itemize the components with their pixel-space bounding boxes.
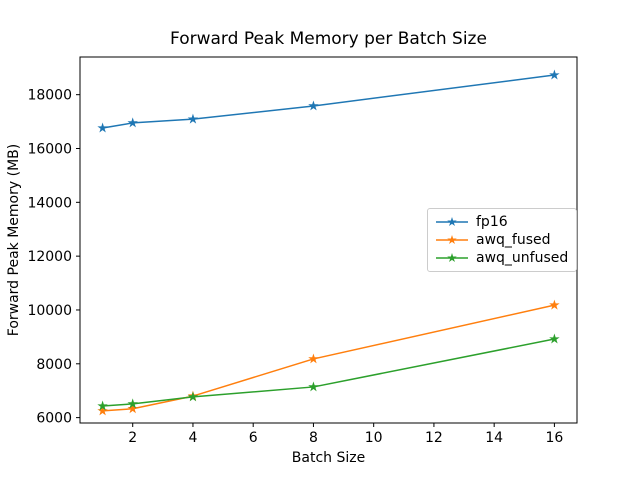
x-tick-label: 16	[545, 430, 563, 446]
legend-entry-fp16: fp16	[435, 213, 568, 231]
legend-star-icon	[447, 253, 457, 263]
legend-label: fp16	[476, 214, 508, 230]
legend-line-sample	[436, 217, 468, 227]
x-tick-label: 2	[128, 430, 137, 446]
marker-star-awq_unfused	[127, 398, 138, 409]
marker-star-awq_fused	[97, 405, 108, 416]
marker-star-awq_unfused	[97, 400, 108, 411]
legend-star-icon	[447, 217, 457, 227]
y-axis-label: Forward Peak Memory (MB)	[6, 143, 22, 337]
legend-label: awq_fused	[476, 232, 551, 248]
marker-star-awq_unfused	[308, 381, 319, 392]
x-tick-label: 10	[365, 430, 383, 446]
x-tick-label: 14	[485, 430, 503, 446]
legend-star-icon	[447, 235, 457, 245]
marker-star-awq_unfused	[549, 333, 560, 344]
x-tick-label: 4	[188, 430, 197, 446]
marker-star-fp16	[127, 117, 138, 128]
marker-star-fp16	[308, 100, 319, 111]
legend-label: awq_unfused	[476, 250, 569, 266]
y-tick-label: 8000	[36, 357, 72, 373]
y-tick-label: 6000	[36, 411, 72, 427]
y-tick-label: 16000	[27, 142, 72, 158]
y-tick-label: 14000	[27, 195, 72, 211]
series-line-awq_fused	[102, 304, 555, 412]
chart-title: Forward Peak Memory per Batch Size	[170, 29, 487, 49]
marker-star-fp16	[97, 122, 108, 133]
x-tick-label: 6	[249, 430, 258, 446]
series-line-awq_unfused	[102, 338, 555, 407]
legend-entry-awq_fused: awq_fused	[435, 231, 568, 249]
y-tick-label: 10000	[27, 303, 72, 319]
marker-star-awq_fused	[308, 353, 319, 364]
marker-star-fp16	[187, 113, 199, 124]
legend-entry-awq_unfused: awq_unfused	[435, 249, 568, 267]
marker-star-awq_fused	[127, 403, 138, 414]
legend: fp16 awq_fused awq_unfused	[427, 208, 578, 272]
marker-star-awq_fused	[549, 299, 560, 310]
y-tick-label: 12000	[27, 249, 72, 265]
y-tick-label: 18000	[27, 88, 72, 104]
marker-star-awq_unfused	[187, 391, 199, 402]
x-tick-label: 12	[425, 430, 443, 446]
x-axis-label: Batch Size	[291, 450, 366, 466]
legend-line-sample	[436, 235, 468, 245]
legend-line-sample	[436, 253, 468, 263]
x-tick-label: 8	[309, 430, 318, 446]
series-line-fp16	[102, 74, 555, 129]
marker-star-fp16	[549, 69, 560, 80]
